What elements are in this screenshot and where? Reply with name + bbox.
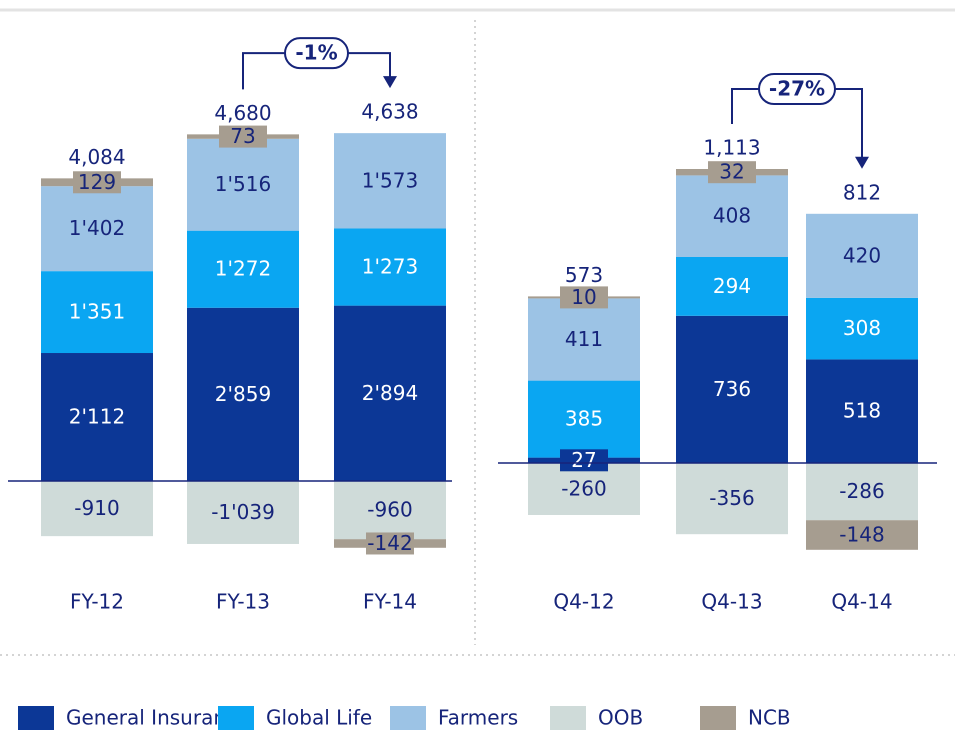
segment-label: 73 <box>230 124 255 148</box>
x-tick-label: FY-13 <box>216 590 270 614</box>
x-tick-label: Q4-12 <box>553 590 614 614</box>
label-badge <box>219 125 267 148</box>
segment-label: -960 <box>367 498 412 522</box>
segment-label: 420 <box>843 243 881 267</box>
legend-label: Farmers <box>438 706 518 730</box>
change-arrow <box>855 156 869 169</box>
segment-label: 1'272 <box>215 257 271 281</box>
bar-segment <box>528 463 640 515</box>
bar-segment <box>676 463 788 535</box>
bar-segment <box>334 481 446 540</box>
total-label: 4,638 <box>361 100 418 124</box>
segment-label: 2'894 <box>362 381 418 405</box>
bar-segment <box>187 481 299 544</box>
bar-segment <box>806 359 918 463</box>
segment-label: 27 <box>571 448 596 472</box>
bar-segment <box>676 257 788 316</box>
segment-label: -260 <box>561 477 606 501</box>
bar-segment <box>41 271 153 354</box>
segment-label: -286 <box>839 479 884 503</box>
bar-segment <box>806 213 918 298</box>
bar-segment <box>676 175 788 257</box>
legend-label: Global Life <box>266 706 372 730</box>
x-tick-label: FY-12 <box>70 590 124 614</box>
total-label: 573 <box>565 263 603 287</box>
legend-swatch <box>700 706 736 730</box>
x-tick-label: FY-14 <box>363 590 417 614</box>
bar-segment <box>334 305 446 481</box>
change-pill <box>284 37 349 70</box>
legend-label: OOB <box>598 706 643 730</box>
segment-label: 129 <box>78 170 116 194</box>
total-label: 812 <box>843 180 881 204</box>
bar-segment <box>187 307 299 481</box>
legend-swatch <box>390 706 426 730</box>
legend-swatch <box>218 706 254 730</box>
segment-label: 411 <box>565 327 603 351</box>
label-badge <box>708 161 756 184</box>
segment-label: 518 <box>843 399 881 423</box>
bar-segment <box>334 228 446 306</box>
x-tick-label: Q4-14 <box>831 590 892 614</box>
legend-label: NCB <box>748 706 791 730</box>
change-arrow <box>383 76 397 89</box>
label-badge <box>366 532 414 555</box>
segment-label: 294 <box>713 274 751 298</box>
bar-segment <box>528 380 640 458</box>
segment-label: -356 <box>709 486 754 510</box>
segment-label: 1'351 <box>69 300 125 324</box>
bar-segment <box>806 297 918 360</box>
total-label: 4,680 <box>214 101 271 125</box>
segment-label: 2'112 <box>69 405 125 429</box>
segment-label: 1'402 <box>69 216 125 240</box>
label-badge <box>560 449 608 472</box>
segment-label: 10 <box>571 285 596 309</box>
bar-segment <box>806 520 918 550</box>
segment-label: -142 <box>367 531 412 555</box>
bar-segment <box>806 463 918 521</box>
segment-label: 1'273 <box>362 255 418 279</box>
label-badge <box>560 286 608 309</box>
bar-segment <box>334 133 446 229</box>
change-label: -1% <box>295 41 337 65</box>
legend-swatch <box>550 706 586 730</box>
bar-segment <box>41 481 153 537</box>
segment-label: -1'039 <box>211 500 275 524</box>
segment-label: 1'516 <box>215 172 271 196</box>
change-pill <box>758 73 836 105</box>
x-tick-label: Q4-13 <box>701 590 762 614</box>
segment-label: 408 <box>713 204 751 228</box>
segment-label: 32 <box>719 160 744 184</box>
segment-label: -910 <box>74 496 119 520</box>
bar-segment <box>41 353 153 481</box>
total-label: 1,113 <box>703 136 760 160</box>
bar-segment <box>676 315 788 463</box>
segment-label: 385 <box>565 407 603 431</box>
segment-label: 308 <box>843 316 881 340</box>
segment-label: 736 <box>713 377 751 401</box>
bar-segment <box>41 186 153 272</box>
bar-segment <box>528 298 640 381</box>
label-badge <box>73 171 121 194</box>
change-label: -27% <box>769 77 825 101</box>
segment-label: 2'859 <box>215 382 271 406</box>
bar-segment <box>187 138 299 231</box>
legend-swatch <box>18 706 54 730</box>
segment-label: -148 <box>839 523 884 547</box>
segment-label: 1'573 <box>362 168 418 192</box>
bar-segment <box>187 230 299 308</box>
total-label: 4,084 <box>68 145 125 169</box>
